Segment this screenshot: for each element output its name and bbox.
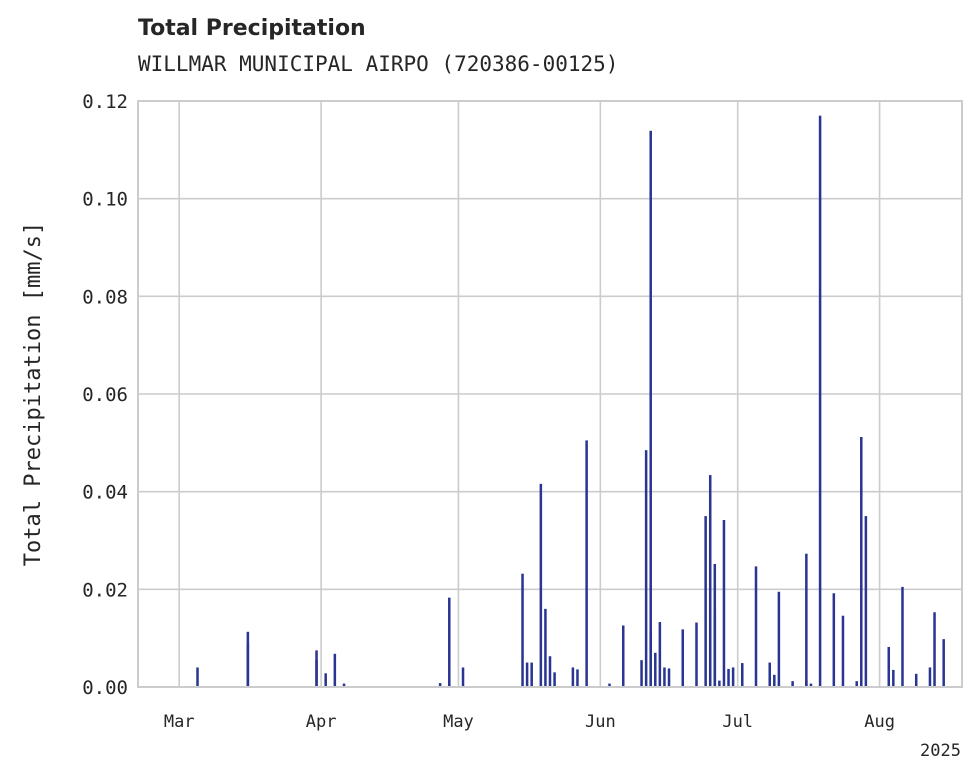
precip-bar [933, 612, 936, 687]
y-tick-label: 0.00 [82, 677, 128, 699]
x-tick-label: Apr [306, 712, 337, 732]
y-axis-label: Total Precipitation [mm/s] [21, 222, 46, 566]
precip-bar [342, 683, 346, 687]
precip-bar [892, 669, 895, 687]
precip-bar [448, 597, 451, 687]
y-tick-labels: 0.00 0.02 0.04 0.06 0.08 0.10 0.12 [82, 91, 128, 699]
y-tick-label: 0.08 [82, 286, 128, 308]
x-axis-year-label: 2025 [920, 741, 961, 761]
x-tick-label: Aug [864, 712, 895, 732]
plot-frame [137, 100, 963, 688]
precip-bar [818, 115, 822, 687]
chart-subtitle: WILLMAR MUNICIPAL AIRPO (720386-00125) [138, 52, 619, 76]
precip-bar [644, 450, 648, 687]
precip-bar [860, 436, 863, 687]
precip-bar [571, 667, 575, 687]
precip-bar [864, 516, 868, 687]
grid-lines [138, 100, 962, 688]
y-tick-label: 0.04 [82, 482, 128, 504]
precip-bar [741, 663, 744, 687]
precip-bar [727, 668, 730, 687]
precip-bar [621, 625, 625, 687]
precip-bar [718, 680, 721, 687]
precip-bar [713, 563, 717, 687]
x-tick-labels: Mar Apr May Jun Jul Aug [164, 712, 895, 732]
precip-bar [548, 656, 552, 687]
precip-bar [887, 646, 891, 687]
chart-title: Total Precipitation [138, 16, 366, 41]
bar-series [196, 115, 945, 687]
x-tick-label: Jul [722, 712, 753, 732]
y-tick-label: 0.02 [82, 579, 128, 601]
precip-bar [791, 681, 794, 687]
precip-bar [901, 586, 904, 687]
precip-bar [246, 631, 250, 687]
precip-bar [681, 629, 685, 687]
precip-bar [841, 615, 845, 687]
precip-bar [855, 681, 858, 687]
precip-bar [658, 622, 662, 687]
precip-bar [805, 680, 808, 687]
precip-bar [576, 669, 579, 687]
precip-bar [695, 622, 698, 687]
precip-bar [640, 660, 643, 687]
precip-bar [585, 440, 588, 687]
y-tick-label: 0.12 [82, 91, 128, 113]
precip-bar [768, 662, 771, 687]
precip-bar [553, 672, 556, 687]
precip-bar [731, 667, 735, 687]
precip-bar [324, 673, 327, 687]
precip-bar [461, 667, 465, 687]
precip-bar [809, 683, 813, 687]
y-tick-label: 0.06 [82, 384, 128, 406]
precip-bar [704, 516, 707, 687]
precip-bar [928, 667, 932, 687]
x-tick-label: May [443, 712, 474, 732]
precip-bar [521, 573, 524, 687]
precip-bar [196, 667, 199, 687]
precip-bar [722, 519, 726, 687]
precip-bar [333, 653, 337, 687]
precip-bar [914, 673, 918, 687]
precip-bar [544, 608, 547, 687]
precip-bar [438, 683, 442, 687]
precip-bar [315, 660, 318, 687]
precip-bar [530, 662, 533, 687]
precip-bar [608, 683, 611, 687]
precip-bar [649, 130, 652, 687]
precip-bar [525, 662, 529, 687]
precip-bar [708, 475, 712, 687]
precip-bar [663, 667, 666, 687]
precip-bar [539, 483, 543, 687]
precip-bar [754, 566, 758, 687]
precip-bar [942, 639, 945, 687]
precip-bar [832, 593, 836, 687]
x-tick-label: Jun [585, 712, 616, 732]
precip-bar [667, 668, 671, 687]
y-tick-label: 0.10 [82, 189, 128, 211]
precip-bar [773, 674, 776, 687]
x-tick-label: Mar [164, 712, 195, 732]
precip-bar [805, 553, 808, 687]
precip-bar [654, 652, 657, 687]
precip-bar [777, 591, 781, 687]
